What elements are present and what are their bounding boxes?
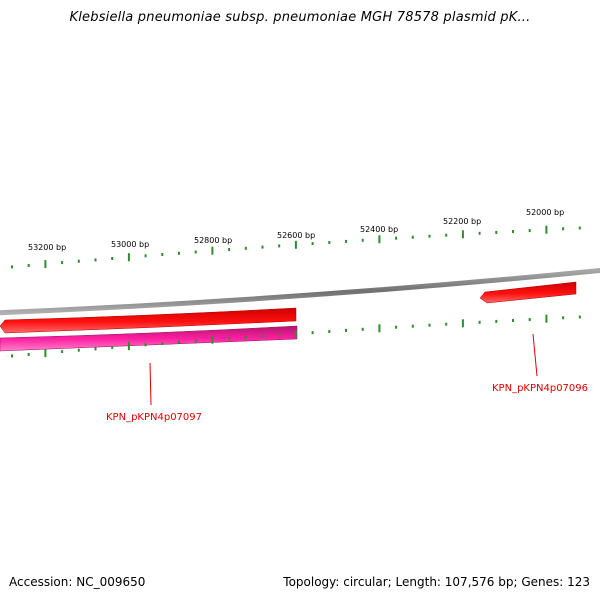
label-leader-kpn-pkpn4p07096 <box>532 333 538 377</box>
label-leader-kpn-pkpn4p07097 <box>149 362 152 406</box>
gene-arrow-kpn-pkpn4p07097[interactable] <box>0 325 298 352</box>
topology-summary-text: Topology: circular; Length: 107,576 bp; … <box>283 575 590 589</box>
gene-label-kpn-pkpn4p07096[interactable]: KPN_pKPN4p07096 <box>492 383 588 394</box>
gene-arrow-kpn-pkpn4p07096[interactable] <box>479 281 577 304</box>
tick-label: 52800 bp <box>194 236 232 245</box>
tick-label: 52400 bp <box>360 225 398 234</box>
scale-ticks-inner <box>11 314 581 358</box>
tick-label: 52600 bp <box>277 231 315 240</box>
accession-text: Accession: NC_009650 <box>9 575 146 589</box>
tick-label: 52200 bp <box>443 217 481 226</box>
scale-tick-labels: 53200 bp 53000 bp 52800 bp 52600 bp 5240… <box>28 208 564 252</box>
plasmid-backbone <box>0 267 600 316</box>
tick-label: 53200 bp <box>28 243 66 252</box>
tick-label: 52000 bp <box>526 208 564 217</box>
gene-label-kpn-pkpn4p07097[interactable]: KPN_pKPN4p07097 <box>106 412 202 423</box>
scale-ticks-outer <box>11 225 581 269</box>
tick-label: 53000 bp <box>111 240 149 249</box>
gene-arrow-red-left[interactable] <box>0 307 297 334</box>
map-title: Klebsiella pneumoniae subsp. pneumoniae … <box>69 10 531 25</box>
